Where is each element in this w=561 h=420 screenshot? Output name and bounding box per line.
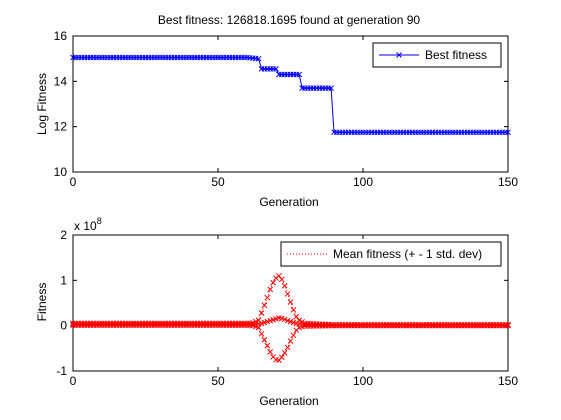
- bottom-x-tick-label: 150: [498, 374, 518, 388]
- top-y-tick-label: 16: [54, 29, 68, 43]
- bottom-y-tick-label: -1: [56, 364, 67, 378]
- mean-fitness-upper-point: [267, 286, 274, 293]
- mean-fitness-upper-point: [261, 302, 268, 309]
- bottom-y-tick-label: 1: [60, 273, 67, 287]
- bottom-exponent-label: x 108: [74, 216, 102, 233]
- bottom-y-axis-label: Fitness: [35, 283, 49, 322]
- mean-fitness-lower-point: [278, 354, 285, 361]
- best-fitness-point: [255, 55, 262, 62]
- top-x-tick-label: 150: [498, 175, 518, 189]
- bottom-x-tick-label: 50: [211, 374, 225, 388]
- best-fitness-point: [296, 71, 303, 78]
- mean-fitness-lower-point: [290, 332, 297, 339]
- bottom-y-tick-label: 0: [60, 319, 67, 333]
- best-fitness-point: [328, 85, 334, 91]
- mean-fitness-lower-point: [258, 330, 265, 337]
- mean-fitness-point: [281, 316, 288, 323]
- mean-fitness-lower-point: [267, 349, 274, 355]
- bottom-x-axis-label: Generation: [259, 394, 318, 408]
- bottom-x-tick-label: 0: [70, 374, 77, 388]
- top-x-axis-label: Generation: [259, 195, 318, 209]
- top-x-tick-label: 100: [353, 175, 373, 189]
- mean-fitness-upper-point: [299, 318, 305, 325]
- top-axes: Best fitness: 126818.1695 found at gener…: [35, 13, 518, 209]
- bottom-axes: Fitness Generation x 108 0 50 100 150-1012 …: [35, 216, 518, 408]
- mean-fitness-upper-point: [290, 306, 297, 313]
- mean-fitness-upper-point: [270, 279, 276, 286]
- bottom-legend-label: Mean fitness (+ - 1 std. dev): [333, 247, 482, 261]
- mean-fitness-upper-point: [281, 282, 288, 289]
- mean-fitness-lower-point: [261, 336, 268, 343]
- bottom-exponent-power: 8: [97, 216, 102, 226]
- mean-fitness-upper-point: [296, 317, 303, 324]
- mean-fitness-upper-point: [278, 276, 285, 283]
- mean-fitness-upper-point: [287, 299, 294, 305]
- mean-fitness-lower-point: [287, 338, 294, 344]
- top-y-tick-label: 12: [54, 120, 68, 134]
- bottom-exponent-base: x 10: [74, 219, 97, 233]
- mean-fitness-upper-point: [293, 313, 300, 320]
- mean-fitness-lower-point: [264, 342, 271, 349]
- mean-fitness-lower-point: [255, 324, 262, 331]
- mean-fitness-upper-point: [252, 318, 259, 325]
- top-y-tick-label: 14: [54, 74, 68, 88]
- top-legend-marker: [396, 52, 402, 58]
- top-x-tick-label: 50: [211, 175, 225, 189]
- top-axis-ticks: 0 50 100 150 10 12 14 16: [54, 29, 519, 189]
- bottom-legend: Mean fitness (+ - 1 std. dev): [280, 241, 502, 267]
- bottom-y-tick-label: 2: [60, 228, 67, 242]
- mean-fitness-upper-point: [276, 272, 282, 279]
- bottom-series-layer: [70, 272, 511, 363]
- top-y-axis-label: Log Fitness: [35, 73, 49, 135]
- top-legend-label: Best fitness: [425, 48, 487, 62]
- top-legend: Best fitness: [372, 42, 502, 68]
- mean-fitness-upper-point: [264, 294, 271, 301]
- top-chart-title: Best fitness: 126818.1695 found at gener…: [158, 13, 421, 27]
- bottom-x-tick-label: 100: [353, 374, 373, 388]
- top-y-tick-label: 10: [54, 165, 68, 179]
- mean-fitness-lower-point: [281, 350, 288, 356]
- mean-fitness-upper-point: [284, 291, 291, 297]
- best-fitness-point: [505, 129, 511, 136]
- top-x-tick-label: 0: [70, 175, 77, 189]
- mean-fitness-upper-point: [258, 310, 265, 316]
- best-fitness-point: [273, 66, 279, 72]
- mean-fitness-lower-point: [505, 322, 511, 329]
- mean-fitness-upper-point: [255, 317, 262, 324]
- top-series-layer: [70, 54, 511, 136]
- mean-fitness-lower-point: [284, 344, 291, 351]
